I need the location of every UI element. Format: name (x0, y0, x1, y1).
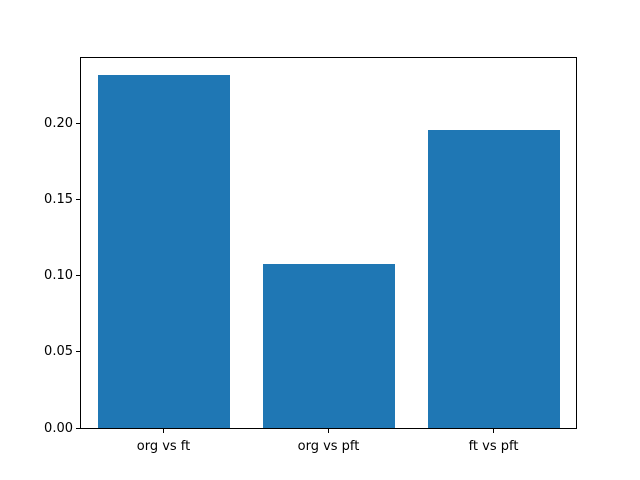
y-tick-label: 0.10 (44, 268, 73, 284)
y-tick-label: 0.20 (44, 116, 73, 132)
y-tick-mark (76, 351, 80, 353)
x-tick-label-ft-vs-pft: ft vs pft (468, 439, 519, 454)
y-tick-label: 0.05 (44, 344, 73, 360)
y-tick-mark (76, 275, 80, 277)
y-tick-mark (76, 199, 80, 201)
x-tick-mark (328, 429, 329, 433)
y-tick-label: 0.15 (44, 192, 73, 208)
y-tick-label: 0.00 (44, 420, 73, 436)
x-tick-label-org-vs-pft: org vs pft (297, 439, 360, 454)
bar-ft-vs-pft (427, 130, 560, 428)
bar-org-vs-ft (97, 75, 230, 428)
x-tick-mark (163, 429, 164, 433)
x-tick-label-org-vs-ft: org vs ft (136, 439, 191, 454)
bar-org-vs-pft (262, 263, 395, 428)
x-tick-mark (493, 429, 494, 433)
y-tick-mark (76, 427, 80, 429)
y-tick-mark (76, 123, 80, 125)
plot-area: 0.00 0.05 0.10 0.15 0.20 org vs ft org vs pft… (44, 57, 577, 454)
